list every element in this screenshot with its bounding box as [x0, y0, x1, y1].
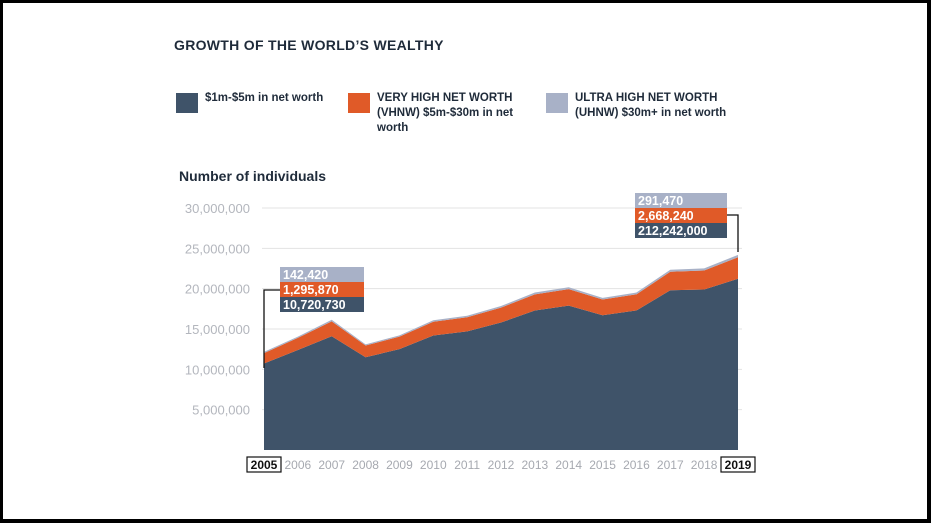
callout-start-value: 1,295,870: [283, 283, 339, 297]
legend-item-1m-5m: $1m-$5m in net worth: [176, 91, 355, 113]
area-series-1: [264, 257, 738, 364]
x-tick-label: 2008: [352, 458, 379, 472]
callout-end-value: 212,242,000: [638, 224, 708, 238]
y-axis-label: Number of individuals: [179, 168, 327, 184]
callout-end-box: [635, 208, 727, 223]
callout-end-value: 2,668,240: [638, 209, 694, 223]
y-tick-label: 30,000,000: [185, 201, 250, 216]
legend-label-uhnw: ULTRA HIGH NET WORTH (UHNW) $30m+ in net…: [575, 92, 727, 119]
callout-end-box: [635, 223, 727, 238]
callout-start-box: [280, 297, 364, 312]
y-tick-label: 5,000,000: [192, 403, 250, 418]
x-tick-label: 2018: [691, 458, 718, 472]
x-tick-label: 2015: [589, 458, 616, 472]
legend-label-1m-5m: $1m-$5m in net worth: [205, 92, 324, 104]
legend-item-uhnw: ULTRA HIGH NET WORTH (UHNW) $30m+ in net…: [546, 91, 745, 121]
callout-end-connector: [727, 214, 739, 252]
x-tick-label: 2007: [318, 458, 345, 472]
y-tick-label: 20,000,000: [185, 282, 250, 297]
x-tick-label: 2013: [522, 458, 549, 472]
x-tick-label: 2012: [488, 458, 515, 472]
callout-start-box: [280, 267, 364, 282]
area-series-0: [264, 278, 738, 450]
legend-swatch-1m-5m: [176, 93, 198, 113]
x-tick-label: 2016: [623, 458, 650, 472]
x-tick-label: 2011: [454, 458, 480, 472]
legend-item-vhnw: VERY HIGH NET WORTH (VHNW) $5m-$30m in n…: [348, 91, 537, 136]
callout-start-value: 10,720,730: [283, 298, 346, 312]
callout-end-box: [635, 193, 727, 208]
x-tick-label: 2017: [657, 458, 684, 472]
x-tick-label: 2009: [386, 458, 413, 472]
callout-start-value: 142,420: [283, 268, 328, 282]
legend-swatch-uhnw: [546, 93, 568, 113]
y-tick-label: 25,000,000: [185, 241, 250, 256]
x-tick-label: 2006: [285, 458, 312, 472]
x-tick-highlight-box: [246, 456, 282, 473]
x-tick-label: 2010: [420, 458, 447, 472]
legend-swatch-vhnw: [348, 93, 370, 113]
callout-start-connector: [263, 289, 280, 368]
callout-end-value: 291,470: [638, 194, 683, 208]
x-tick-label: 2014: [555, 458, 582, 472]
x-tick-label: 2019: [725, 458, 752, 472]
y-tick-label: 15,000,000: [185, 322, 250, 337]
chart-title: GROWTH OF THE WORLD’S WEALTHY: [174, 37, 444, 53]
legend-label-vhnw: VERY HIGH NET WORTH (VHNW) $5m-$30m in n…: [377, 92, 514, 134]
y-tick-label: 10,000,000: [185, 362, 250, 377]
callout-start-box: [280, 282, 364, 297]
x-tick-label: 2005: [251, 458, 278, 472]
x-tick-highlight-box: [720, 456, 756, 473]
